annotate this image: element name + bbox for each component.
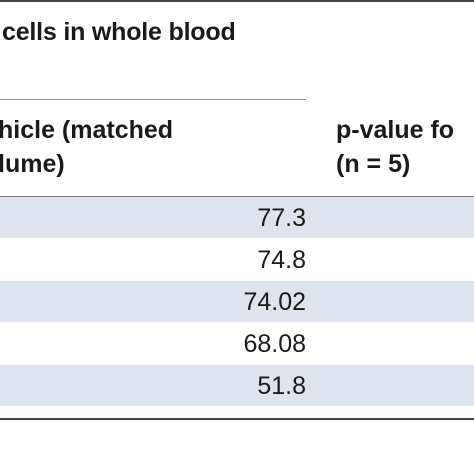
column-header-vehicle: hicle (matched lume) <box>0 113 173 181</box>
table-bottom-rule <box>0 418 474 420</box>
table-top-rule <box>0 0 474 2</box>
table-caption: cells in whole blood <box>2 18 236 46</box>
column-header-pvalue-line1: p-value fo <box>336 116 455 144</box>
column-header-vehicle-line2: lume) <box>0 150 65 178</box>
vehicle-cell: 74.8 <box>257 246 306 274</box>
table-body: 77.3 74.8 74.02 68.08 51.8 <box>0 197 474 407</box>
vehicle-cell: 68.08 <box>243 330 306 358</box>
table-row: 77.3 <box>0 197 474 239</box>
table-row: 51.8 <box>0 365 474 407</box>
vehicle-cell: 74.02 <box>243 288 306 316</box>
table-row: 68.08 <box>0 323 474 365</box>
header-rule <box>0 196 474 197</box>
column-header-pvalue: p-value fo (n = 5) <box>336 113 454 181</box>
column-group-rule <box>0 99 306 100</box>
vehicle-cell: 51.8 <box>257 372 306 400</box>
table-row: 74.8 <box>0 239 474 281</box>
vehicle-cell: 77.3 <box>257 204 306 232</box>
table-row: 74.02 <box>0 281 474 323</box>
column-header-pvalue-line2: (n = 5) <box>336 150 411 178</box>
column-header-vehicle-line1: hicle (matched <box>0 116 174 144</box>
